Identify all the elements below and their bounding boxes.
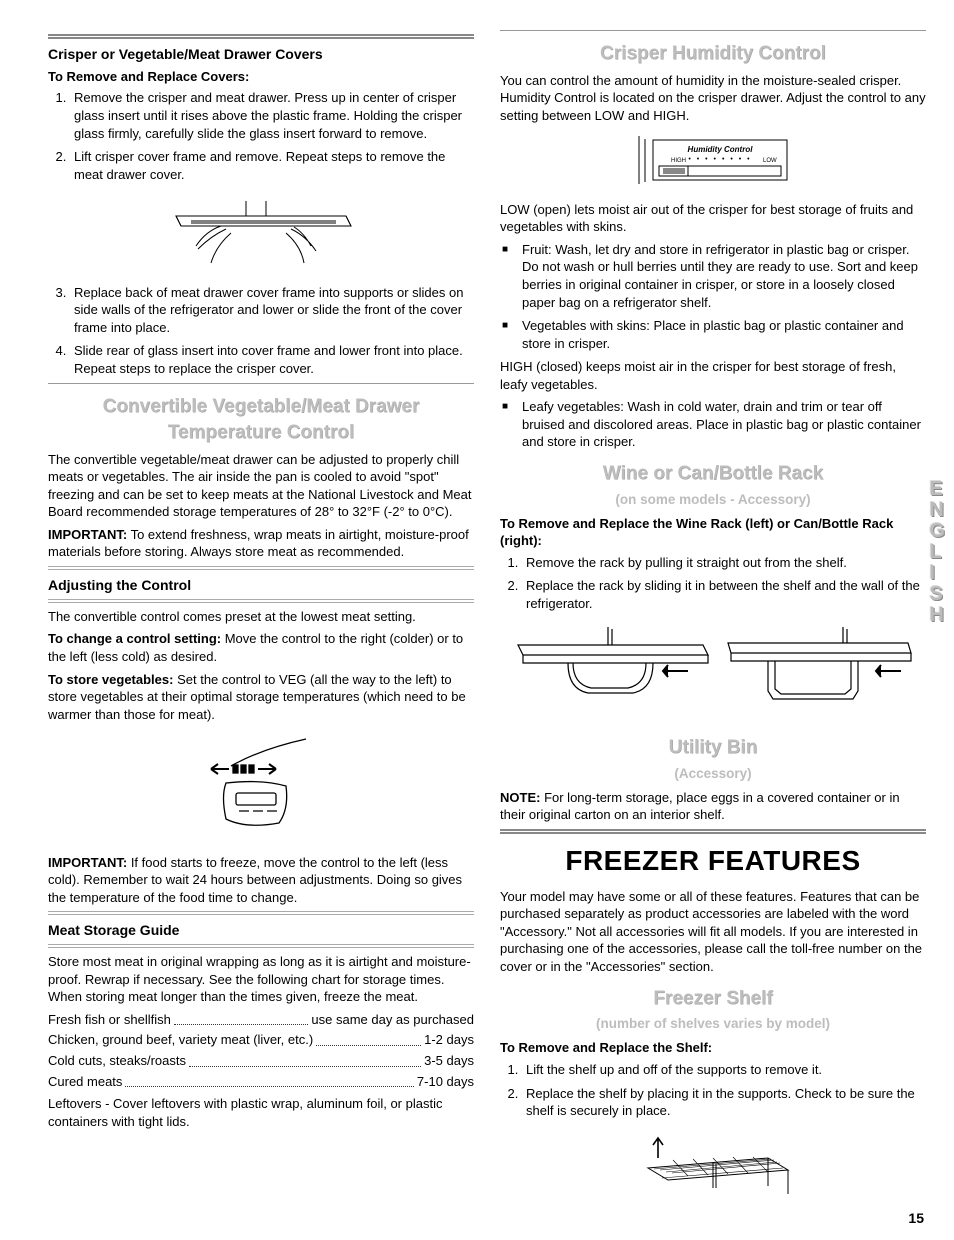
step-item: Remove the crisper and meat drawer. Pres…: [70, 89, 474, 142]
body-text: LOW (open) lets moist air out of the cri…: [500, 201, 926, 236]
bullet-list: Leafy vegetables: Wash in cold water, dr…: [500, 398, 926, 451]
section-heading: Freezer Shelf: [500, 986, 926, 1012]
bullet-item: Fruit: Wash, let dry and store in refrig…: [522, 241, 926, 311]
note-text: NOTE: For long-term storage, place eggs …: [500, 789, 926, 824]
body-text: You can control the amount of humidity i…: [500, 72, 926, 125]
important-note: IMPORTANT: If food starts to freeze, mov…: [48, 854, 474, 907]
steps-list-cont: Replace back of meat drawer cover frame …: [48, 284, 474, 378]
divider: [48, 566, 474, 570]
language-tab: ENGLISH: [929, 480, 946, 625]
body-text: Store most meat in original wrapping as …: [48, 953, 474, 1006]
subheading: To Remove and Replace the Wine Rack (lef…: [500, 515, 926, 550]
storage-row: Cured meats7-10 days: [48, 1073, 474, 1091]
section-subtitle: (Accessory): [500, 765, 926, 783]
section-heading: Crisper Humidity Control: [500, 41, 926, 67]
body-text: The convertible control comes preset at …: [48, 608, 474, 626]
bullet-list: Fruit: Wash, let dry and store in refrig…: [500, 241, 926, 352]
bullet-item: Vegetables with skins: Place in plastic …: [522, 317, 926, 352]
body-text: To change a control setting: Move the co…: [48, 630, 474, 665]
storage-row: Cold cuts, steaks/roasts3-5 days: [48, 1052, 474, 1070]
divider: [48, 34, 474, 39]
rack-figure: [500, 621, 926, 726]
divider: [48, 944, 474, 948]
step-item: Remove the rack by pulling it straight o…: [522, 554, 926, 572]
section-heading: Utility Bin: [500, 735, 926, 761]
left-column: Crisper or Vegetable/Meat Drawer Covers …: [48, 30, 474, 1220]
steps-list: Remove the crisper and meat drawer. Pres…: [48, 89, 474, 183]
svg-text:• • • • • • • •: • • • • • • • •: [688, 156, 751, 163]
right-column: Crisper Humidity Control You can control…: [500, 30, 926, 1220]
body-text: To store vegetables: Set the control to …: [48, 671, 474, 724]
step-item: Replace the shelf by placing it in the s…: [522, 1085, 926, 1120]
steps-list: Remove the rack by pulling it straight o…: [500, 554, 926, 613]
subheading: To Remove and Replace the Shelf:: [500, 1039, 926, 1057]
step-item: Lift the shelf up and off of the support…: [522, 1061, 926, 1079]
storage-row: Chicken, ground beef, variety meat (live…: [48, 1031, 474, 1049]
humidity-control-figure: Humidity Control HIGH LOW • • • • • • • …: [500, 132, 926, 193]
body-text: Your model may have some or all of these…: [500, 888, 926, 976]
step-item: Replace back of meat drawer cover frame …: [70, 284, 474, 337]
step-item: Lift crisper cover frame and remove. Rep…: [70, 148, 474, 183]
svg-text:LOW: LOW: [763, 158, 777, 164]
subheading: To Remove and Replace Covers:: [48, 68, 474, 86]
section-heading: Convertible Vegetable/Meat Drawer Temper…: [48, 394, 474, 445]
page-content: Crisper or Vegetable/Meat Drawer Covers …: [48, 30, 926, 1220]
svg-text:HIGH: HIGH: [671, 158, 686, 164]
divider: [500, 829, 926, 834]
bullet-item: Leafy vegetables: Wash in cold water, dr…: [522, 398, 926, 451]
subheading: Adjusting the Control: [48, 576, 474, 595]
body-text: Leftovers - Cover leftovers with plastic…: [48, 1095, 474, 1130]
storage-row: Fresh fish or shellfishuse same day as p…: [48, 1011, 474, 1029]
svg-text:Humidity Control: Humidity Control: [688, 145, 754, 154]
step-item: Slide rear of glass insert into cover fr…: [70, 342, 474, 377]
storage-table: Fresh fish or shellfishuse same day as p…: [48, 1011, 474, 1090]
section-subtitle: (number of shelves varies by model): [500, 1015, 926, 1033]
crisper-cover-figure: [48, 191, 474, 276]
section-subtitle: (on some models - Accessory): [500, 491, 926, 509]
body-text: The convertible vegetable/meat drawer ca…: [48, 451, 474, 521]
subheading: Meat Storage Guide: [48, 921, 474, 940]
body-text: HIGH (closed) keeps moist air in the cri…: [500, 358, 926, 393]
step-item: Replace the rack by sliding it in betwee…: [522, 577, 926, 612]
freezer-shelf-figure: [500, 1128, 926, 1213]
divider: [48, 911, 474, 915]
section-heading: Wine or Can/Bottle Rack: [500, 461, 926, 487]
main-heading: FREEZER FEATURES: [500, 842, 926, 880]
divider: [48, 599, 474, 603]
page-number: 15: [908, 1209, 924, 1228]
important-note: IMPORTANT: To extend freshness, wrap mea…: [48, 526, 474, 561]
temp-control-figure: [48, 731, 474, 846]
section-heading: Crisper or Vegetable/Meat Drawer Covers: [48, 45, 474, 64]
steps-list: Lift the shelf up and off of the support…: [500, 1061, 926, 1120]
